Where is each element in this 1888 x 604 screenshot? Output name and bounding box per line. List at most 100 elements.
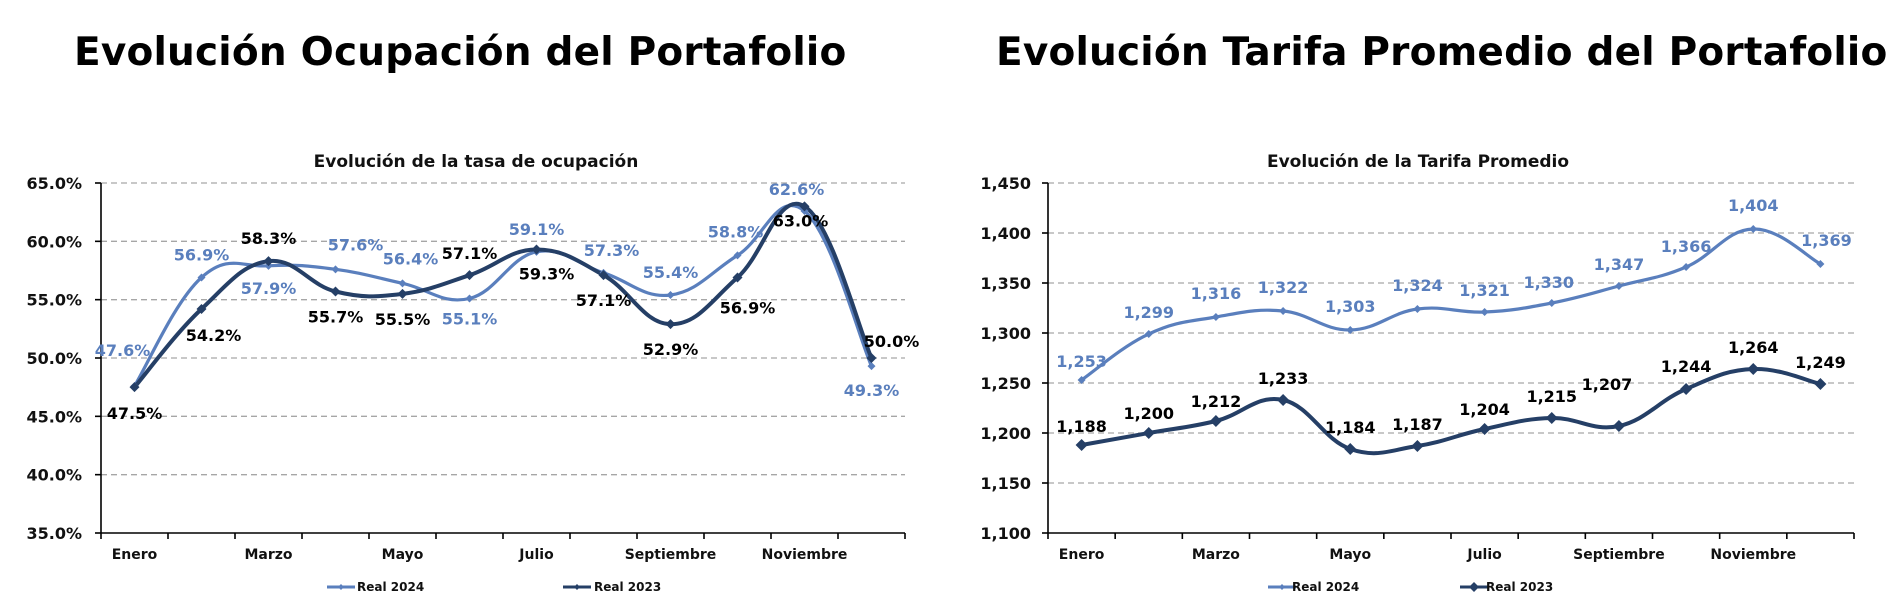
data-label: 1,233 bbox=[1258, 369, 1309, 388]
data-point bbox=[1211, 313, 1220, 321]
legend-marker-icon bbox=[1279, 584, 1285, 590]
data-label: 1,299 bbox=[1123, 303, 1174, 322]
data-label: 57.1% bbox=[576, 291, 632, 310]
data-point bbox=[1480, 308, 1489, 316]
data-point bbox=[733, 251, 742, 260]
legend-label: Real 2024 bbox=[357, 580, 424, 594]
data-point bbox=[1144, 330, 1153, 338]
data-point bbox=[1411, 440, 1424, 452]
legend-item: Real 2023 bbox=[563, 580, 661, 594]
y-tick-label: 1,250 bbox=[980, 374, 1031, 393]
x-tick-label: Julio bbox=[1466, 547, 1502, 563]
legend-label: Real 2023 bbox=[594, 580, 661, 594]
data-point bbox=[1279, 307, 1288, 315]
data-label: 62.6% bbox=[769, 180, 825, 199]
data-point bbox=[465, 294, 474, 303]
x-tick-label: Enero bbox=[112, 547, 158, 563]
data-point bbox=[666, 291, 675, 299]
y-tick-label: 1,200 bbox=[980, 424, 1031, 443]
data-label: 57.1% bbox=[442, 244, 498, 263]
data-label: 57.6% bbox=[328, 235, 384, 254]
data-point bbox=[331, 265, 340, 274]
y-tick-label: 40.0% bbox=[26, 466, 82, 485]
data-label: 1,322 bbox=[1258, 278, 1309, 297]
series-line-real-2024 bbox=[1080, 227, 1822, 382]
data-label: 1,347 bbox=[1594, 255, 1645, 274]
data-label: 57.3% bbox=[584, 241, 640, 260]
data-label: 1,404 bbox=[1728, 196, 1779, 215]
data-point bbox=[1277, 394, 1290, 406]
data-label: 50.0% bbox=[864, 332, 920, 351]
data-point bbox=[196, 304, 207, 314]
x-tick-label: Julio bbox=[518, 547, 554, 563]
legend-item: Real 2023 bbox=[1460, 580, 1553, 594]
data-point bbox=[129, 382, 140, 393]
data-label: 55.1% bbox=[442, 310, 498, 329]
occupancy-chart-title: Evolución de la tasa de ocupación bbox=[314, 152, 639, 172]
data-label: 55.5% bbox=[375, 310, 431, 329]
data-point bbox=[263, 256, 274, 267]
data-point bbox=[732, 272, 743, 283]
data-label: 1,249 bbox=[1795, 353, 1846, 372]
data-label: 47.6% bbox=[95, 341, 151, 360]
x-tick-label: Mayo bbox=[382, 547, 424, 563]
data-label: 1,212 bbox=[1191, 392, 1242, 411]
data-label: 1,187 bbox=[1392, 415, 1443, 434]
y-tick-label: 1,300 bbox=[980, 324, 1031, 343]
data-point bbox=[1814, 378, 1827, 390]
data-point bbox=[1547, 299, 1556, 307]
x-tick-label: Septiembre bbox=[625, 547, 717, 563]
data-point bbox=[1209, 415, 1222, 427]
legend-item: Real 2024 bbox=[1268, 580, 1359, 594]
data-label: 55.4% bbox=[643, 263, 699, 282]
y-tick-label: 1,450 bbox=[980, 174, 1031, 193]
data-label: 49.3% bbox=[844, 381, 900, 400]
data-label: 1,316 bbox=[1191, 284, 1242, 303]
legend-label: Real 2023 bbox=[1486, 580, 1553, 594]
data-point bbox=[397, 288, 408, 299]
data-label: 1,321 bbox=[1459, 281, 1510, 300]
data-point bbox=[867, 362, 876, 371]
data-point bbox=[598, 270, 609, 281]
data-label: 1,324 bbox=[1392, 276, 1443, 295]
rate-chart: Evolución de la Tarifa Promedio 1,100 1,1… bbox=[980, 152, 1855, 594]
x-tick-label: Noviembre bbox=[1710, 547, 1796, 563]
data-point bbox=[1075, 439, 1088, 451]
series-line-real-2023 bbox=[1081, 366, 1821, 456]
y-tick-label: 50.0% bbox=[26, 349, 82, 368]
data-label: 1,200 bbox=[1123, 404, 1174, 423]
data-label: 59.3% bbox=[519, 265, 575, 284]
data-point bbox=[464, 270, 475, 281]
rate-section-title: Evolución Tarifa Promedio del Portafolio bbox=[996, 30, 1888, 75]
data-point bbox=[866, 353, 877, 363]
data-label: 59.1% bbox=[509, 220, 565, 239]
data-label: 58.8% bbox=[708, 222, 764, 241]
data-point bbox=[1680, 383, 1693, 395]
x-tick-label: Mayo bbox=[1329, 547, 1371, 563]
y-tick-label: 1,150 bbox=[980, 474, 1031, 493]
data-label: 1,207 bbox=[1582, 375, 1633, 394]
data-point bbox=[1682, 263, 1691, 271]
data-label: 56.4% bbox=[383, 249, 439, 268]
data-label: 56.9% bbox=[174, 246, 230, 265]
data-point bbox=[1413, 305, 1422, 313]
data-point bbox=[1077, 376, 1086, 384]
data-label: 54.2% bbox=[186, 326, 242, 345]
data-label: 56.9% bbox=[720, 299, 776, 318]
y-tick-label: 1,400 bbox=[980, 224, 1031, 243]
data-label: 1,303 bbox=[1325, 297, 1376, 316]
data-label: 58.3% bbox=[241, 229, 297, 248]
data-point bbox=[1747, 363, 1760, 375]
data-label: 1,366 bbox=[1661, 237, 1712, 256]
data-label: 1,330 bbox=[1523, 273, 1574, 292]
legend-marker-icon bbox=[574, 584, 580, 590]
data-point bbox=[1545, 412, 1558, 424]
series-line-real-2023 bbox=[132, 201, 874, 389]
data-label: 57.9% bbox=[241, 279, 297, 298]
data-label: 1,184 bbox=[1325, 418, 1376, 437]
legend-marker-icon bbox=[1469, 582, 1479, 592]
data-point bbox=[1346, 326, 1355, 334]
y-tick-label: 45.0% bbox=[26, 407, 82, 426]
y-tick-label: 55.0% bbox=[26, 291, 82, 310]
